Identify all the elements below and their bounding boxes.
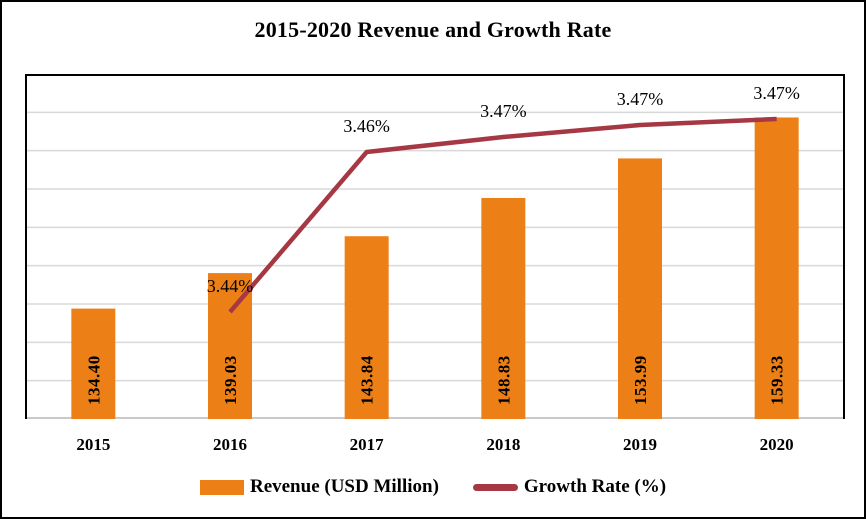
plot-svg: 134.40 139.03 143.84 148.83 153.99 159.33 3.44… xyxy=(25,74,845,419)
chart-title: 2015-2020 Revenue and Growth Rate xyxy=(254,17,612,42)
legend-item-growth: Growth Rate (%) xyxy=(472,476,667,498)
bar-value-label: 134.40 xyxy=(84,355,103,405)
plot-area: 134.40 139.03 143.84 148.83 153.99 159.33 3.44… xyxy=(25,74,845,419)
bar-value-label: 139.03 xyxy=(221,355,240,405)
bar-value-label: 153.99 xyxy=(631,355,650,405)
growth-point-label: 3.47% xyxy=(617,89,664,109)
growth-point-label: 3.46% xyxy=(343,116,390,136)
growth-point-label: 3.44% xyxy=(207,276,254,296)
growth-point-label: 3.47% xyxy=(480,101,527,121)
x-axis-label: 2020 xyxy=(759,435,794,454)
bar-value-label: 159.33 xyxy=(768,355,787,405)
bar-value-label: 143.84 xyxy=(358,355,377,405)
x-axis-label: 2019 xyxy=(623,435,657,454)
growth-rate-line xyxy=(228,116,777,314)
x-axis: 2015 2016 2017 2018 2019 2020 xyxy=(2,435,864,457)
revenue-swatch-icon xyxy=(199,479,244,495)
growth-point-label: 3.47% xyxy=(753,83,800,103)
x-axis-label: 2016 xyxy=(213,435,247,454)
legend-item-revenue: Revenue (USD Million) xyxy=(199,476,439,498)
legend-label-growth: Growth Rate (%) xyxy=(523,476,667,497)
x-axis-label: 2015 xyxy=(76,435,111,454)
revenue-bar xyxy=(618,158,662,419)
growth-line-swatch-icon xyxy=(472,483,518,491)
legend: Revenue (USD Million) Growth Rate (%) xyxy=(2,476,864,498)
revenue-bar xyxy=(71,308,116,419)
revenue-bar xyxy=(481,197,526,419)
revenue-bar xyxy=(754,117,799,419)
legend-label-revenue: Revenue (USD Million) xyxy=(249,476,439,497)
x-axis-label: 2018 xyxy=(486,435,521,454)
revenue-bar xyxy=(344,236,389,419)
bar-value-label: 148.83 xyxy=(494,355,513,405)
x-axis-label: 2017 xyxy=(349,435,384,454)
